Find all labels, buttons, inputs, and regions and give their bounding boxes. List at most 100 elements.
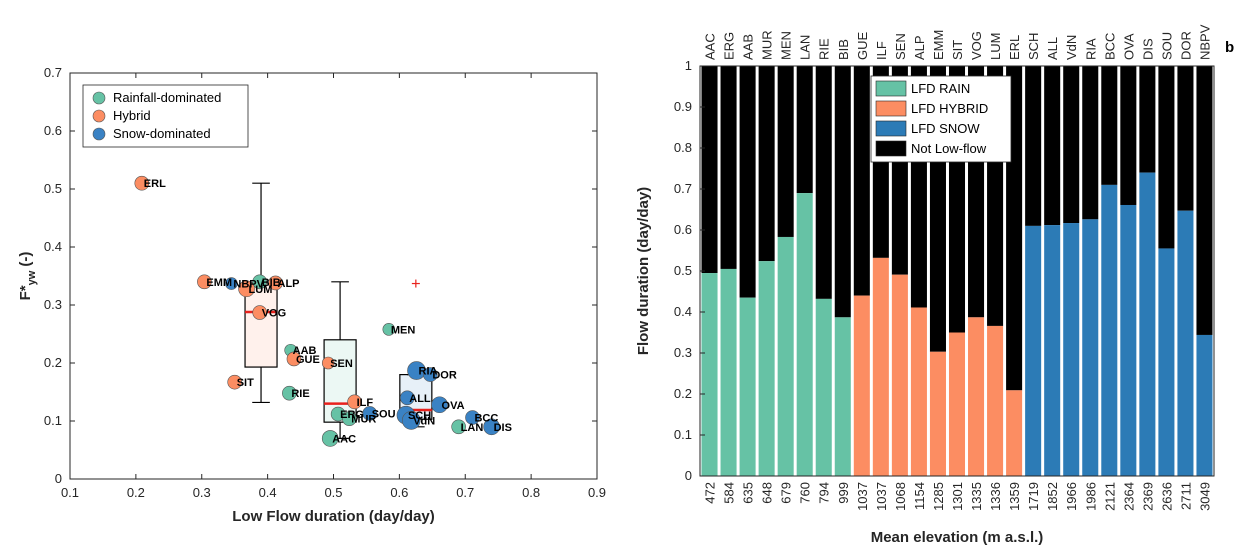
bar-not-low-flow xyxy=(1025,66,1042,226)
bar-not-low-flow xyxy=(1082,66,1099,220)
scatter-point xyxy=(321,356,335,370)
bar-y-tick-label: 0.7 xyxy=(674,181,692,196)
x-tick-label: 0.2 xyxy=(127,485,145,500)
elevation-label: 679 xyxy=(779,482,794,504)
scatter-point xyxy=(225,277,238,290)
elevation-label: 1037 xyxy=(855,482,870,511)
top-category-label: SEN xyxy=(893,33,908,60)
top-category-label: VOG xyxy=(969,31,984,60)
top-category-label: AAC xyxy=(703,33,718,60)
bar-lfd xyxy=(1063,223,1080,476)
elevation-label: 1068 xyxy=(893,482,908,511)
bar-y-tick-label: 0.5 xyxy=(674,263,692,278)
x-tick-label: 0.8 xyxy=(522,485,540,500)
legend-entry: Snow-dominated xyxy=(113,126,211,141)
y-tick-label: 0.4 xyxy=(44,239,62,254)
bar-not-low-flow xyxy=(853,66,870,296)
point-label: DOR xyxy=(432,370,457,382)
bar-lfd xyxy=(872,257,889,476)
top-category-label: LUM xyxy=(988,33,1003,60)
point-label: LAN xyxy=(461,422,484,434)
point-label: SIT xyxy=(237,377,254,389)
bar-lfd xyxy=(1025,225,1042,476)
point-label: SOU xyxy=(372,408,396,420)
bar-not-low-flow xyxy=(1139,66,1156,173)
point-label: ALL xyxy=(409,393,431,405)
scatter-point xyxy=(282,385,297,401)
scatter-point xyxy=(197,274,212,290)
top-category-label: DIS xyxy=(1140,38,1155,60)
scatter-point xyxy=(401,411,421,430)
scatter-point xyxy=(321,430,339,447)
bar-lfd xyxy=(1196,334,1213,476)
scatter-points xyxy=(134,175,500,447)
bar-legend-entry: Not Low-flow xyxy=(911,141,987,156)
bar-not-low-flow xyxy=(815,66,832,299)
legend-marker xyxy=(92,127,106,141)
bar-lfd xyxy=(739,297,756,476)
elevation-label: 2711 xyxy=(1178,482,1193,510)
scatter-point xyxy=(252,274,268,290)
elevation-label: 2369 xyxy=(1140,482,1155,511)
y-tick-label: 0.7 xyxy=(44,65,62,80)
scatter-point xyxy=(134,175,150,191)
point-label: BCC xyxy=(474,413,498,425)
top-category-label: BIB xyxy=(836,39,851,60)
bar-not-low-flow xyxy=(720,66,737,269)
top-category-label: LAN xyxy=(798,35,813,60)
bar-top-category-labels: AAC ERG AAB MUR MEN LAN RIE BIB GUE ILF SEN ALP EMM S… xyxy=(703,24,1213,60)
bar-not-low-flow xyxy=(701,66,718,274)
bar-y-tick-label: 0.1 xyxy=(674,427,692,442)
top-category-label: ALL xyxy=(1045,37,1060,60)
bar-lfd xyxy=(815,298,832,476)
elevation-label: 1852 xyxy=(1045,482,1060,511)
elevation-label: 1719 xyxy=(1026,482,1041,511)
bar-lfd xyxy=(1177,210,1194,477)
top-category-label: GUE xyxy=(855,32,870,61)
top-category-label: AAB xyxy=(741,34,756,60)
y-axis-label-subscript: yw xyxy=(26,270,38,285)
bar-not-low-flow xyxy=(1063,66,1080,224)
elevation-label: 635 xyxy=(741,482,756,504)
bar-y-tick-label: 0.6 xyxy=(674,222,692,237)
point-label: AAC xyxy=(332,433,356,445)
point-label: SCH xyxy=(408,410,431,422)
x-tick-label: 0.6 xyxy=(390,485,408,500)
top-category-label: SIT xyxy=(950,40,965,60)
bar-y-tick-label: 0.2 xyxy=(674,386,692,401)
stacked-bars xyxy=(701,66,1213,477)
point-label: SEN xyxy=(330,358,353,370)
bar-not-low-flow xyxy=(1044,66,1061,226)
scatter-point xyxy=(362,406,378,421)
point-label: LUM xyxy=(249,284,273,296)
y-tick-label: 0 xyxy=(55,471,62,486)
elevation-label: 794 xyxy=(817,482,832,504)
x-tick-label: 0.5 xyxy=(324,485,342,500)
x-axis-ticks: 0.1 0.2 0.3 0.4 0.5 0.6 0.7 0.8 0.9 xyxy=(61,73,606,500)
point-label: MUR xyxy=(351,414,376,426)
bar-lfd xyxy=(968,317,985,476)
top-category-label: OVA xyxy=(1121,33,1136,60)
top-category-label: EMM xyxy=(931,30,946,60)
top-category-label: RIA xyxy=(1083,38,1098,60)
bar-not-low-flow xyxy=(739,66,756,298)
bar-legend-entry: LFD HYBRID xyxy=(911,101,988,116)
legend-marker xyxy=(92,109,106,123)
bar-lfd xyxy=(1101,184,1118,476)
bar-lfd xyxy=(796,193,813,476)
legend-entry: Rainfall-dominated xyxy=(113,90,221,105)
bar-not-low-flow xyxy=(1196,66,1213,335)
scatter-point xyxy=(451,419,466,435)
point-label: ILF xyxy=(357,397,374,409)
bar-panel: 0 0.1 0.2 0.3 0.4 0.5 0.6 0.7 0.8 0.9 1 AAC ERG AAB M… xyxy=(635,24,1234,546)
bar-not-low-flow xyxy=(1177,66,1194,211)
bar-y-axis-label: Flow duration (day/day) xyxy=(635,187,652,355)
y-axis-label-unit: (-) xyxy=(17,252,34,271)
point-label: ERL xyxy=(144,178,166,190)
bar-lfd xyxy=(910,307,927,476)
y-tick-label: 0.3 xyxy=(44,297,62,312)
boxplot-box xyxy=(244,282,278,368)
top-category-label: VdN xyxy=(1064,35,1079,60)
